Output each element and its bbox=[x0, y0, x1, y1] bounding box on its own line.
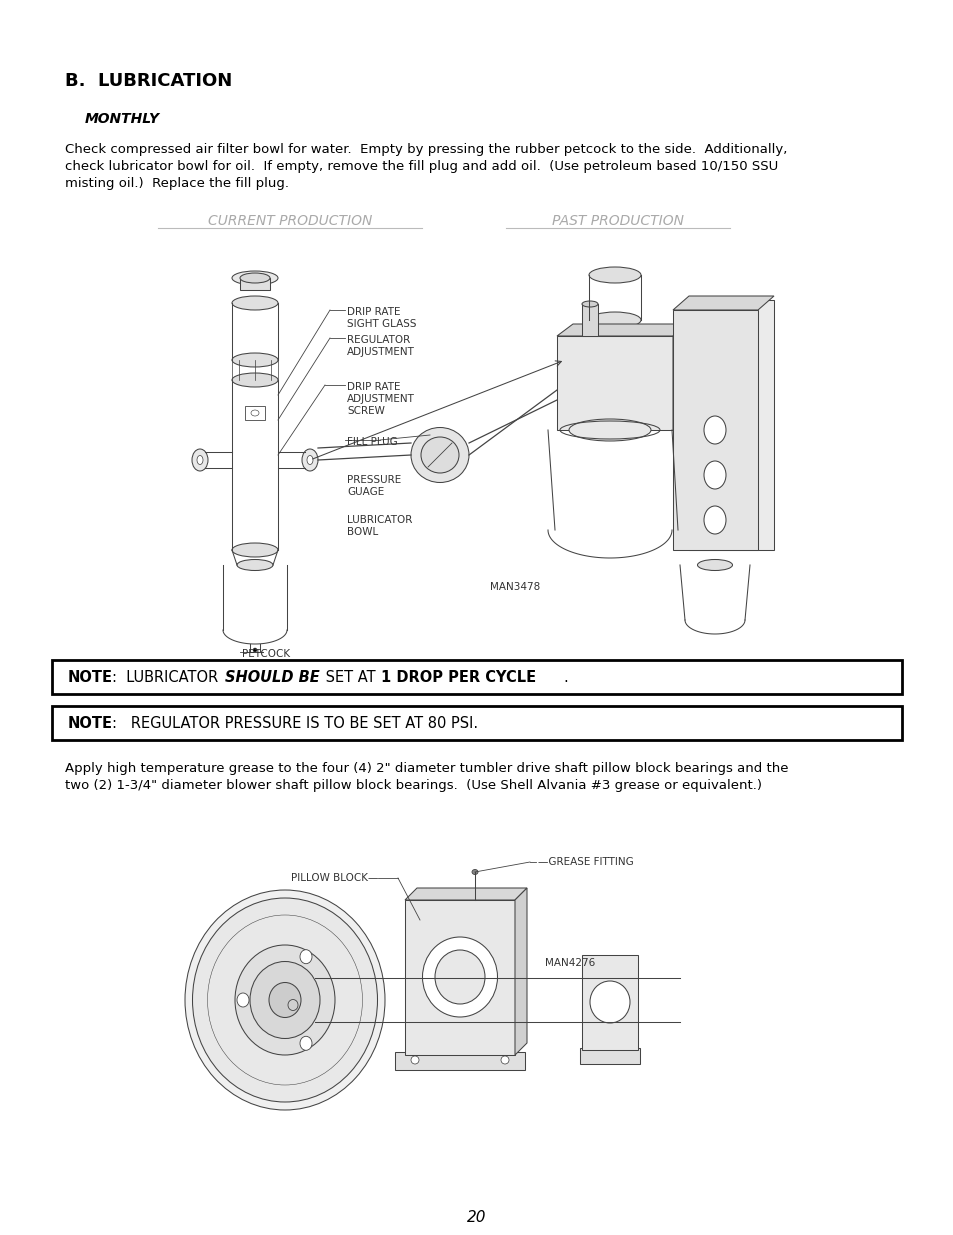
Text: NOTE: NOTE bbox=[68, 715, 112, 730]
Text: MAN4276: MAN4276 bbox=[544, 958, 595, 968]
Bar bbox=[245, 406, 265, 420]
Ellipse shape bbox=[236, 993, 249, 1007]
Text: SET AT: SET AT bbox=[320, 669, 380, 684]
Bar bbox=[405, 900, 515, 1055]
Ellipse shape bbox=[253, 648, 256, 652]
Ellipse shape bbox=[251, 410, 258, 416]
Ellipse shape bbox=[703, 506, 725, 534]
Ellipse shape bbox=[411, 427, 469, 483]
Bar bbox=[672, 310, 758, 550]
Polygon shape bbox=[672, 324, 688, 430]
Text: FILL PLUG: FILL PLUG bbox=[347, 437, 397, 447]
Text: 20: 20 bbox=[467, 1210, 486, 1225]
Text: MONTHLY: MONTHLY bbox=[85, 112, 160, 126]
Text: DRIP RATE
ADJUSTMENT
SCREW: DRIP RATE ADJUSTMENT SCREW bbox=[347, 382, 415, 416]
Ellipse shape bbox=[568, 419, 650, 441]
Text: :   REGULATOR PRESSURE IS TO BE SET AT 80 PSI.: : REGULATOR PRESSURE IS TO BE SET AT 80 … bbox=[112, 715, 477, 730]
Polygon shape bbox=[557, 324, 688, 336]
Bar bbox=[688, 300, 773, 550]
Bar bbox=[581, 304, 598, 336]
Ellipse shape bbox=[589, 981, 629, 1023]
Ellipse shape bbox=[234, 945, 335, 1055]
Ellipse shape bbox=[697, 559, 732, 571]
Ellipse shape bbox=[185, 890, 385, 1110]
Text: B.  LUBRICATION: B. LUBRICATION bbox=[65, 72, 232, 90]
Polygon shape bbox=[405, 888, 526, 900]
Ellipse shape bbox=[192, 450, 208, 471]
Text: DRIP RATE
SIGHT GLASS: DRIP RATE SIGHT GLASS bbox=[347, 308, 416, 329]
Text: PETCOCK: PETCOCK bbox=[242, 650, 290, 659]
Ellipse shape bbox=[232, 373, 277, 387]
Bar bbox=[240, 278, 270, 290]
Ellipse shape bbox=[236, 559, 273, 571]
Text: SHOULD BE: SHOULD BE bbox=[225, 669, 319, 684]
Bar bbox=[52, 706, 901, 740]
Text: two (2) 1-3/4" diameter blower shaft pillow block bearings.  (Use Shell Alvania : two (2) 1-3/4" diameter blower shaft pil… bbox=[65, 779, 761, 792]
Bar bbox=[52, 659, 901, 694]
Bar bbox=[581, 955, 638, 1050]
Ellipse shape bbox=[299, 950, 312, 963]
Ellipse shape bbox=[703, 461, 725, 489]
Text: PRESSURE
GUAGE: PRESSURE GUAGE bbox=[347, 475, 401, 496]
Text: —GREASE FITTING: —GREASE FITTING bbox=[537, 857, 633, 867]
Bar bbox=[579, 1049, 639, 1065]
Ellipse shape bbox=[500, 1056, 509, 1065]
Text: Apply high temperature grease to the four (4) 2" diameter tumbler drive shaft pi: Apply high temperature grease to the fou… bbox=[65, 762, 788, 776]
Text: PAST PRODUCTION: PAST PRODUCTION bbox=[552, 214, 683, 228]
Ellipse shape bbox=[250, 962, 319, 1039]
Ellipse shape bbox=[307, 456, 313, 464]
Ellipse shape bbox=[288, 999, 297, 1010]
Text: check lubricator bowl for oil.  If empty, remove the fill plug and add oil.  (Us: check lubricator bowl for oil. If empty,… bbox=[65, 161, 778, 173]
Ellipse shape bbox=[411, 1056, 418, 1065]
Text: Check compressed air filter bowl for water.  Empty by pressing the rubber petcoc: Check compressed air filter bowl for wat… bbox=[65, 143, 786, 156]
Ellipse shape bbox=[232, 296, 277, 310]
Text: NOTE: NOTE bbox=[68, 669, 112, 684]
Text: CURRENT PRODUCTION: CURRENT PRODUCTION bbox=[208, 214, 372, 228]
Bar bbox=[395, 1052, 524, 1070]
Text: 1 DROP PER CYCLE: 1 DROP PER CYCLE bbox=[380, 669, 536, 684]
Polygon shape bbox=[672, 296, 773, 310]
Ellipse shape bbox=[269, 983, 301, 1018]
Text: MAN3478: MAN3478 bbox=[490, 582, 539, 592]
Text: :  LUBRICATOR: : LUBRICATOR bbox=[112, 669, 223, 684]
Polygon shape bbox=[515, 888, 526, 1055]
Text: .: . bbox=[562, 669, 567, 684]
Ellipse shape bbox=[581, 301, 598, 308]
Ellipse shape bbox=[588, 267, 640, 283]
Ellipse shape bbox=[472, 869, 477, 874]
Text: PILLOW BLOCK—: PILLOW BLOCK— bbox=[291, 873, 377, 883]
Ellipse shape bbox=[232, 270, 277, 285]
Text: misting oil.)  Replace the fill plug.: misting oil.) Replace the fill plug. bbox=[65, 177, 289, 190]
Ellipse shape bbox=[435, 950, 484, 1004]
Text: REGULATOR
ADJUSTMENT: REGULATOR ADJUSTMENT bbox=[347, 335, 415, 357]
Ellipse shape bbox=[232, 353, 277, 367]
Ellipse shape bbox=[196, 456, 203, 464]
Ellipse shape bbox=[193, 898, 377, 1102]
Ellipse shape bbox=[240, 273, 270, 283]
Ellipse shape bbox=[422, 937, 497, 1016]
Bar bbox=[557, 336, 672, 430]
Text: LUBRICATOR
BOWL: LUBRICATOR BOWL bbox=[347, 515, 412, 537]
Ellipse shape bbox=[232, 543, 277, 557]
Ellipse shape bbox=[302, 450, 317, 471]
Ellipse shape bbox=[703, 416, 725, 445]
Ellipse shape bbox=[588, 312, 640, 329]
Ellipse shape bbox=[420, 437, 458, 473]
Ellipse shape bbox=[299, 1036, 312, 1050]
